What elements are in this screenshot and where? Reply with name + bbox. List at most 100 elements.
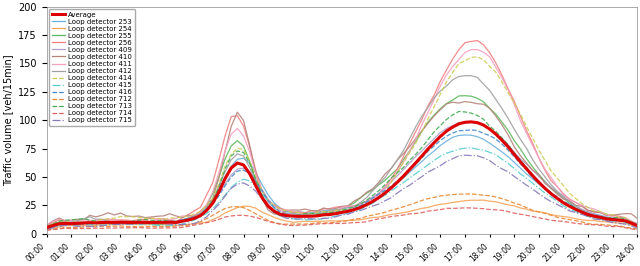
Loop detector 714 [43, 228, 51, 232]
Loop detector 253 [381, 192, 389, 195]
Loop detector 410 [86, 214, 93, 217]
Loop detector 414 [381, 189, 389, 193]
Loop detector 256 [61, 220, 69, 223]
Average [467, 120, 475, 123]
Average [504, 145, 512, 148]
Loop detector 253 [61, 222, 69, 225]
Loop detector 712 [504, 199, 512, 202]
Loop detector 414 [43, 225, 51, 228]
Loop detector 410 [634, 217, 640, 220]
Loop detector 254 [196, 222, 204, 225]
Loop detector 255 [338, 207, 346, 210]
Loop detector 256 [474, 39, 481, 42]
Loop detector 409 [338, 207, 346, 210]
Loop detector 416 [86, 221, 93, 225]
Line: Loop detector 253: Loop detector 253 [47, 135, 637, 228]
Line: Loop detector 713: Loop detector 713 [47, 111, 637, 227]
Loop detector 414 [61, 220, 69, 223]
Loop detector 414 [504, 91, 512, 94]
Loop detector 712 [86, 225, 93, 228]
Loop detector 414 [338, 208, 346, 211]
Loop detector 411 [474, 48, 481, 51]
Loop detector 415 [43, 227, 51, 231]
Loop detector 255 [196, 211, 204, 214]
Average [196, 214, 204, 217]
Loop detector 253 [461, 134, 469, 137]
Loop detector 410 [461, 100, 469, 103]
Loop detector 256 [43, 224, 51, 227]
Loop detector 715 [43, 228, 51, 231]
Loop detector 714 [461, 206, 469, 209]
Loop detector 412 [43, 226, 51, 229]
Loop detector 409 [196, 214, 204, 217]
Loop detector 409 [381, 186, 389, 189]
Loop detector 256 [504, 87, 512, 90]
Loop detector 410 [381, 172, 389, 176]
Loop detector 253 [504, 155, 512, 158]
Loop detector 714 [634, 228, 640, 231]
Loop detector 712 [196, 220, 204, 223]
Loop detector 715 [461, 153, 469, 157]
Loop detector 713 [455, 110, 463, 113]
Loop detector 254 [61, 224, 69, 227]
Loop detector 415 [467, 146, 475, 149]
Loop detector 412 [504, 117, 512, 120]
Loop detector 411 [634, 222, 640, 226]
Loop detector 254 [504, 203, 512, 206]
Loop detector 415 [504, 162, 512, 165]
Average [381, 192, 389, 195]
Line: Loop detector 411: Loop detector 411 [47, 50, 637, 225]
Loop detector 712 [43, 228, 51, 232]
Line: Loop detector 715: Loop detector 715 [47, 155, 637, 229]
Loop detector 254 [634, 225, 640, 228]
Loop detector 410 [196, 210, 204, 213]
Loop detector 253 [43, 226, 51, 229]
Line: Loop detector 714: Loop detector 714 [47, 208, 637, 230]
Loop detector 713 [61, 219, 69, 222]
Line: Loop detector 409: Loop detector 409 [47, 122, 637, 227]
Loop detector 253 [338, 207, 346, 210]
Line: Loop detector 410: Loop detector 410 [47, 102, 637, 225]
Loop detector 255 [86, 222, 93, 225]
Loop detector 715 [61, 224, 69, 227]
Legend: Average, Loop detector 253, Loop detector 254, Loop detector 255, Loop detector : Average, Loop detector 253, Loop detecto… [49, 9, 135, 126]
Loop detector 409 [43, 225, 51, 228]
Loop detector 411 [43, 223, 51, 226]
Loop detector 256 [86, 221, 93, 224]
Loop detector 410 [338, 205, 346, 208]
Loop detector 713 [338, 209, 346, 212]
Loop detector 713 [634, 224, 640, 227]
Loop detector 712 [634, 227, 640, 231]
Loop detector 254 [338, 219, 346, 222]
Loop detector 253 [196, 211, 204, 215]
Loop detector 715 [504, 170, 512, 173]
Loop detector 713 [43, 225, 51, 228]
Loop detector 414 [196, 210, 204, 213]
Line: Loop detector 255: Loop detector 255 [47, 96, 637, 226]
Loop detector 712 [467, 192, 475, 196]
Loop detector 714 [61, 227, 69, 230]
Loop detector 253 [86, 221, 93, 224]
Y-axis label: Traffic volume [veh/15min]: Traffic volume [veh/15min] [3, 55, 13, 186]
Loop detector 713 [381, 183, 389, 186]
Loop detector 254 [86, 225, 93, 228]
Loop detector 411 [381, 187, 389, 190]
Loop detector 256 [196, 206, 204, 209]
Loop detector 714 [86, 227, 93, 230]
Loop detector 409 [634, 224, 640, 227]
Loop detector 255 [61, 222, 69, 225]
Line: Average: Average [47, 122, 637, 227]
Loop detector 412 [338, 208, 346, 211]
Loop detector 256 [381, 185, 389, 188]
Loop detector 416 [61, 222, 69, 225]
Loop detector 254 [43, 228, 51, 231]
Line: Loop detector 712: Loop detector 712 [47, 194, 637, 230]
Loop detector 416 [338, 211, 346, 215]
Loop detector 412 [467, 74, 475, 77]
Loop detector 410 [61, 219, 69, 222]
Line: Loop detector 416: Loop detector 416 [47, 130, 637, 227]
Loop detector 409 [86, 221, 93, 224]
Line: Loop detector 256: Loop detector 256 [47, 40, 637, 226]
Loop detector 415 [381, 193, 389, 197]
Loop detector 254 [381, 214, 389, 217]
